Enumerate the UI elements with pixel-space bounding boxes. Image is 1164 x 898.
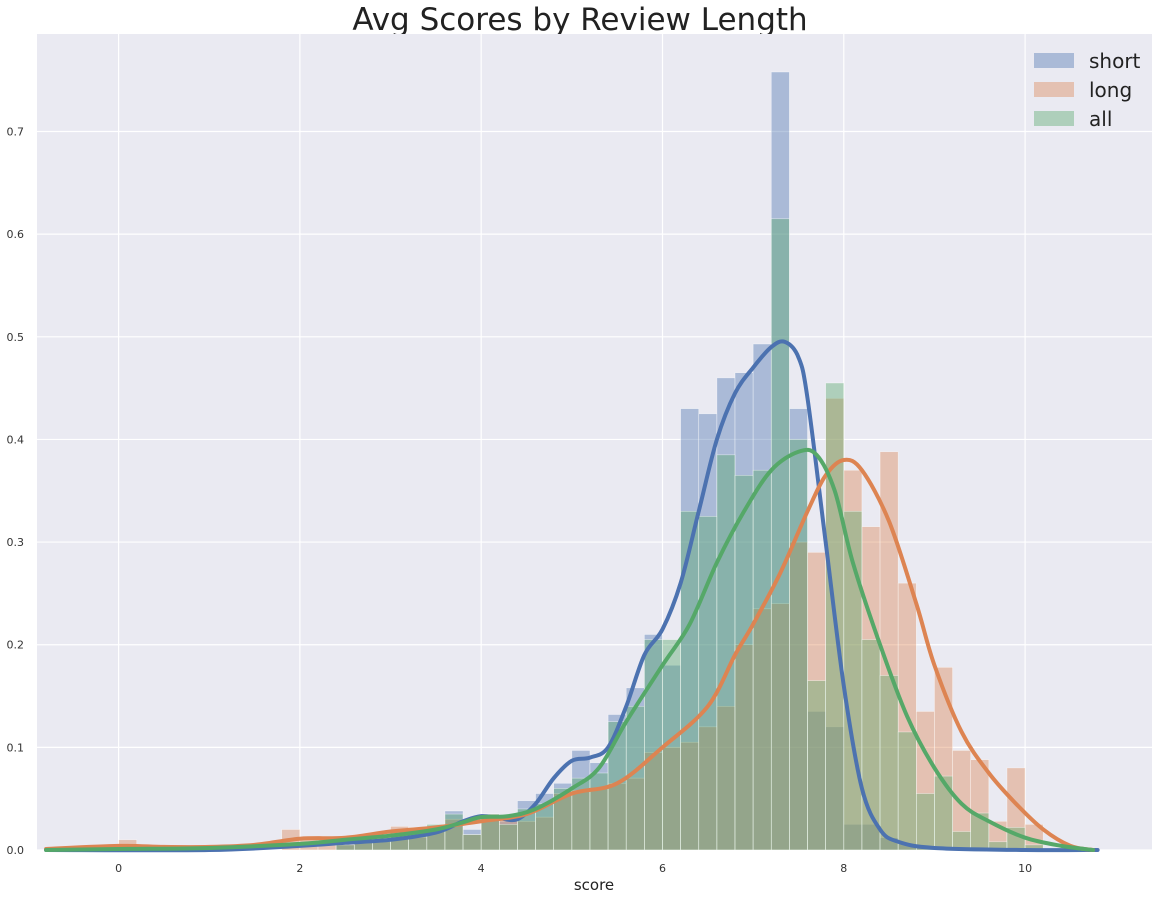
x-tick-label-1: 2 <box>296 862 303 875</box>
bar-all-21 <box>716 454 736 851</box>
legend-swatch-all <box>1034 111 1074 126</box>
y-tick-label-1: 0.1 <box>7 741 25 754</box>
legend-swatch-long <box>1034 82 1074 97</box>
y-tick-label-7: 0.7 <box>7 126 25 139</box>
bar-all-9 <box>499 824 518 851</box>
legend-label-short: short <box>1089 49 1141 73</box>
chart-title: Avg Scores by Review Length <box>352 2 807 38</box>
legend-swatch-short <box>1034 53 1074 68</box>
y-tick-label-6: 0.6 <box>7 228 25 241</box>
bar-all-23 <box>752 469 772 851</box>
bar-all-32 <box>916 793 935 851</box>
x-axis-label: score <box>574 876 614 894</box>
legend: short long all <box>1034 49 1141 131</box>
bar-all-14 <box>589 772 609 851</box>
y-tick-label-0: 0.0 <box>7 844 25 857</box>
bar-all-22 <box>734 475 754 851</box>
bar-all-7 <box>462 834 482 851</box>
legend-label-long: long <box>1089 78 1132 102</box>
bar-all-25 <box>789 439 808 851</box>
histogram-bars <box>118 71 1044 851</box>
x-tick-label-3: 6 <box>659 862 666 875</box>
x-tick-label-2: 4 <box>478 862 485 875</box>
kde-line-long <box>44 457 1096 852</box>
y-tick-label-2: 0.2 <box>7 639 25 652</box>
kde-line-all <box>44 447 1096 852</box>
x-tick-label-0: 0 <box>115 862 122 875</box>
x-tick-label-5: 10 <box>1018 862 1032 875</box>
y-tick-label-3: 0.3 <box>7 536 25 549</box>
bar-all-26 <box>807 680 826 851</box>
x-tick-label-4: 8 <box>840 862 847 875</box>
legend-label-all: all <box>1089 107 1112 131</box>
bar-all-24 <box>770 218 790 851</box>
plot-background <box>37 34 1152 850</box>
bar-all-31 <box>897 731 917 851</box>
bar-all-6 <box>444 813 464 851</box>
y-tick-label-4: 0.4 <box>7 433 25 446</box>
axis-ticks: 0 2 4 6 8 10 0.0 0.1 0.2 0.3 0.4 0.5 0.6 0.7 <box>7 126 1033 875</box>
y-tick-label-5: 0.5 <box>7 331 25 344</box>
bar-all-30 <box>879 675 899 851</box>
kde-lines <box>44 339 1100 853</box>
bar-all-19 <box>680 510 700 851</box>
bar-all-0 <box>335 844 355 851</box>
